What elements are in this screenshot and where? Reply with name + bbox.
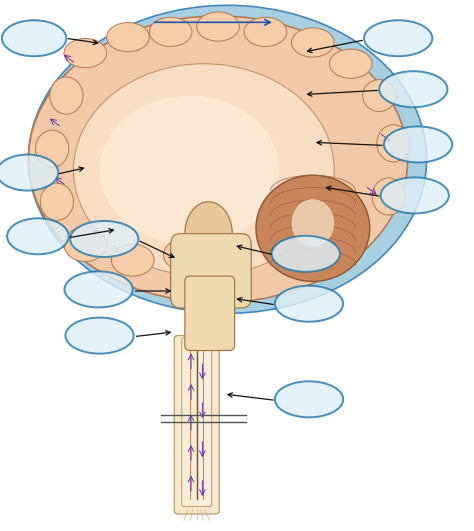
Ellipse shape (100, 96, 280, 244)
Ellipse shape (64, 38, 107, 68)
Ellipse shape (107, 22, 149, 52)
Ellipse shape (329, 49, 372, 78)
Ellipse shape (275, 381, 343, 417)
Ellipse shape (70, 221, 138, 257)
Ellipse shape (185, 202, 232, 266)
Ellipse shape (40, 183, 73, 220)
Ellipse shape (379, 71, 447, 107)
Ellipse shape (372, 178, 405, 215)
Ellipse shape (149, 18, 192, 47)
Ellipse shape (381, 177, 449, 213)
Ellipse shape (384, 126, 452, 162)
Ellipse shape (292, 199, 334, 247)
Ellipse shape (2, 20, 66, 56)
Ellipse shape (28, 16, 408, 303)
Ellipse shape (28, 5, 427, 313)
Ellipse shape (36, 130, 69, 167)
Ellipse shape (164, 240, 197, 270)
Ellipse shape (64, 271, 133, 307)
Ellipse shape (50, 77, 83, 114)
Ellipse shape (363, 80, 396, 112)
Ellipse shape (364, 20, 432, 56)
Ellipse shape (377, 125, 410, 162)
Ellipse shape (272, 236, 340, 272)
Ellipse shape (111, 244, 154, 276)
Ellipse shape (65, 318, 134, 354)
Ellipse shape (256, 175, 370, 281)
Ellipse shape (73, 64, 334, 276)
Ellipse shape (7, 218, 69, 254)
Ellipse shape (275, 286, 343, 322)
Ellipse shape (197, 12, 239, 41)
Ellipse shape (292, 28, 334, 57)
Ellipse shape (244, 18, 287, 47)
FancyBboxPatch shape (174, 336, 219, 514)
Ellipse shape (64, 227, 107, 261)
FancyBboxPatch shape (171, 234, 251, 308)
FancyBboxPatch shape (185, 276, 235, 350)
Ellipse shape (0, 155, 58, 191)
FancyBboxPatch shape (182, 338, 211, 507)
